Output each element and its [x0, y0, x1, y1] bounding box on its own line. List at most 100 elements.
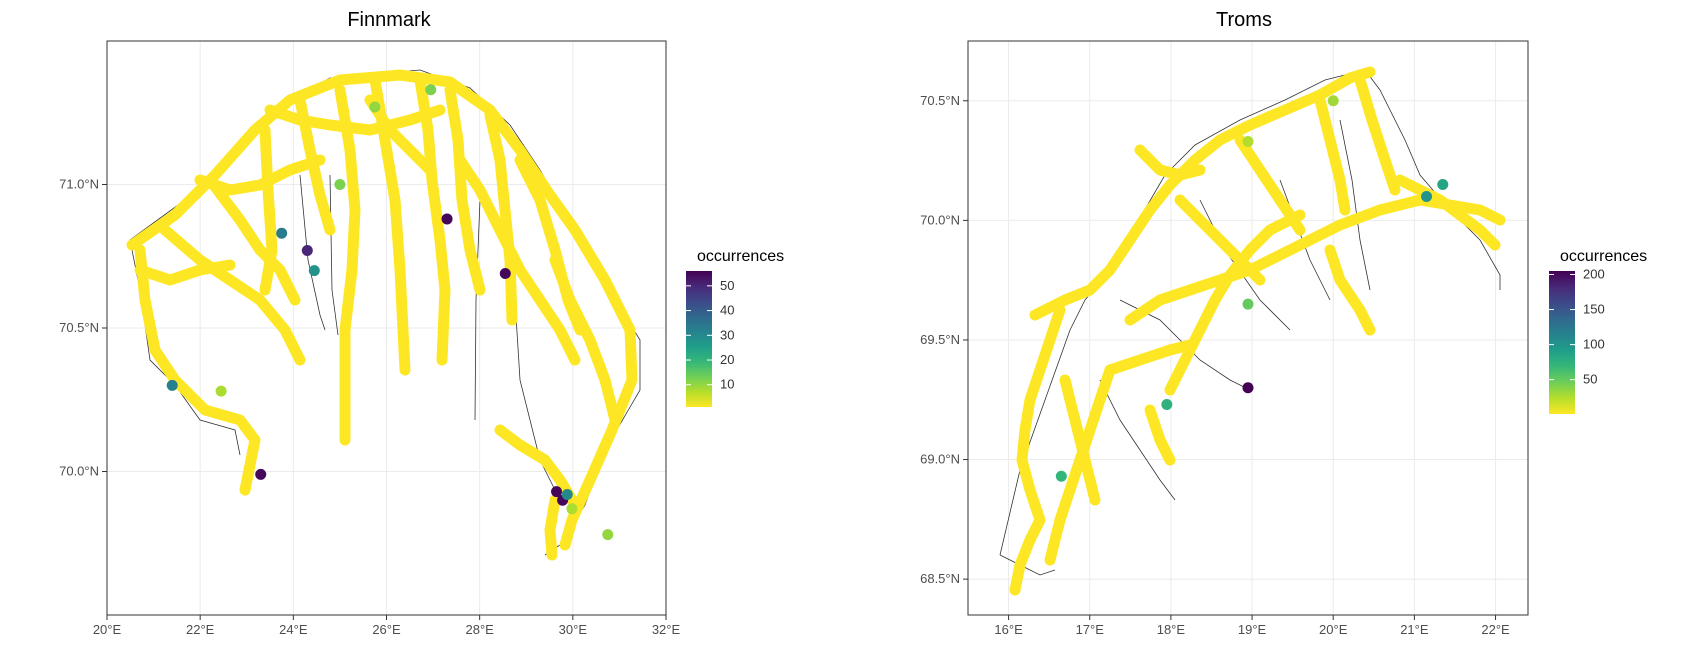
- occurrence-point: [308, 265, 320, 277]
- x-tick-label: 22°E: [186, 622, 215, 637]
- occurrence-point: [1242, 298, 1254, 310]
- troms-route: [1134, 144, 1206, 181]
- x-tick-label: 26°E: [372, 622, 401, 637]
- troms-route: [1044, 364, 1116, 566]
- y-tick-label: 70.0°N: [920, 212, 960, 227]
- x-tick-label: 18°E: [1157, 622, 1186, 637]
- y-tick-label: 69.5°N: [920, 332, 960, 347]
- troms-map: Troms 1: [920, 9, 1647, 637]
- finnmark-route: [544, 494, 561, 561]
- occurrence-point: [425, 84, 437, 96]
- finnmark-highlight-points: [166, 84, 614, 541]
- finnmark-route: [264, 104, 446, 136]
- troms-route: [1124, 194, 1506, 326]
- troms-route: [1164, 209, 1306, 396]
- finnmark-route: [444, 84, 486, 296]
- x-tick-label: 28°E: [465, 622, 494, 637]
- finnmark-legend-title: occurrences: [697, 248, 784, 265]
- troms-route: [1234, 134, 1306, 236]
- troms-route: [1104, 339, 1196, 376]
- y-tick-label: 71.0°N: [59, 177, 99, 192]
- troms-route: [1174, 194, 1266, 286]
- finnmark-route: [364, 94, 436, 176]
- troms-route: [1009, 304, 1066, 596]
- occurrence-point: [369, 101, 381, 113]
- x-tick-label: 16°E: [994, 622, 1023, 637]
- occurrence-point: [276, 227, 288, 239]
- legend-label: 40: [720, 303, 734, 318]
- finnmark-route: [549, 254, 621, 426]
- finnmark-route: [414, 74, 451, 366]
- troms-route: [1144, 404, 1176, 466]
- legend-label: 50: [720, 278, 734, 293]
- finnmark-map: Finnmark: [59, 9, 784, 637]
- occurrence-point: [566, 503, 578, 515]
- y-tick-label: 69.0°N: [920, 452, 960, 467]
- occurrence-point: [1327, 95, 1339, 107]
- finnmark-route: [334, 84, 361, 446]
- occurrence-point: [1161, 399, 1173, 411]
- finnmark-route: [134, 259, 236, 286]
- legend-label: 10: [720, 377, 734, 392]
- troms-route: [1314, 94, 1351, 216]
- y-tick-label: 70.5°N: [59, 320, 99, 335]
- finnmark-occurrence-points: [126, 69, 638, 561]
- troms-legend-title: occurrences: [1560, 248, 1647, 265]
- occurrence-point: [1055, 470, 1067, 482]
- y-tick-label: 70.0°N: [59, 464, 99, 479]
- x-tick-label: 20°E: [93, 622, 122, 637]
- finnmark-route: [159, 224, 306, 366]
- finnmark-route: [259, 124, 278, 296]
- occurrence-point: [1242, 382, 1254, 394]
- troms-highlight-points: [1055, 95, 1449, 482]
- legend-colorbar: [1549, 271, 1575, 414]
- occurrence-point: [301, 245, 313, 257]
- legend-label: 150: [1583, 302, 1605, 317]
- occurrence-point: [166, 379, 178, 391]
- occurrence-point: [561, 488, 573, 500]
- finnmark-axes: 20°E 22°E 24°E 26°E 28°E 30°E 32°E 70.0°N 70.5°N…: [59, 177, 680, 638]
- x-tick-label: 20°E: [1319, 622, 1348, 637]
- legend-label: 200: [1583, 267, 1605, 282]
- troms-panel-border: [967, 40, 1529, 616]
- troms-route: [1394, 174, 1501, 251]
- occurrence-point: [1437, 179, 1449, 190]
- x-tick-label: 19°E: [1238, 622, 1267, 637]
- occurrence-point: [215, 385, 227, 397]
- finnmark-route: [204, 174, 301, 306]
- finnmark-route: [194, 154, 326, 196]
- legend-label: 50: [1583, 372, 1597, 387]
- x-tick-label: 24°E: [279, 622, 308, 637]
- finnmark-route: [134, 244, 261, 496]
- occurrence-point: [1421, 190, 1433, 202]
- x-tick-label: 21°E: [1400, 622, 1429, 637]
- finnmark-route: [494, 424, 578, 506]
- x-tick-label: 30°E: [559, 622, 588, 637]
- legend-colorbar: [686, 271, 712, 407]
- legend-label: 100: [1583, 337, 1605, 352]
- occurrence-point: [334, 179, 346, 190]
- occurrence-point: [1242, 135, 1254, 147]
- troms-route: [1354, 74, 1401, 196]
- finnmark-legend: occurrences 10 20 30 40 50: [686, 248, 784, 407]
- x-tick-label: 22°E: [1481, 622, 1510, 637]
- finnmark-route: [454, 154, 581, 366]
- troms-legend: occurrences 50 100 150 200: [1549, 248, 1647, 414]
- occurrence-point: [602, 529, 614, 541]
- troms-occurrence-points: [1009, 66, 1506, 596]
- finnmark-route: [126, 69, 638, 551]
- occurrence-point: [551, 486, 563, 498]
- x-tick-label: 32°E: [652, 622, 681, 637]
- troms-axes: 16°E 17°E 18°E 19°E 20°E 21°E 22°E 68.5°N 69.0°N…: [920, 93, 1510, 637]
- troms-route: [1059, 374, 1101, 506]
- occurrence-point: [499, 267, 511, 279]
- troms-route: [1324, 244, 1376, 336]
- y-tick-label: 70.5°N: [920, 93, 960, 108]
- occurrence-point: [255, 468, 267, 480]
- legend-label: 20: [720, 352, 734, 367]
- finnmark-title: Finnmark: [347, 9, 431, 31]
- y-tick-label: 68.5°N: [920, 571, 960, 586]
- occurrence-point: [441, 213, 453, 225]
- finnmark-route: [484, 109, 518, 326]
